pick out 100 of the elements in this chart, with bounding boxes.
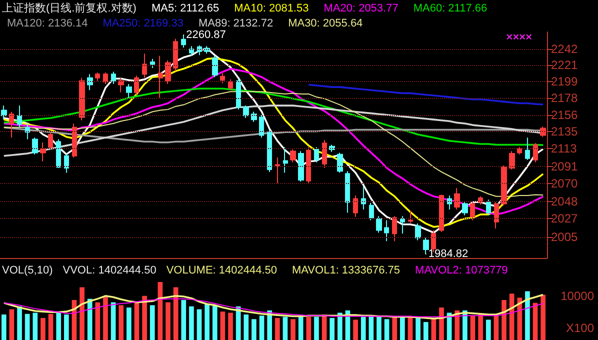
candlestick: [134, 75, 139, 96]
bar: [470, 316, 476, 340]
bar: [298, 316, 304, 340]
annotation: ××××: [506, 32, 532, 44]
text: MAVOL2: 1073779: [415, 264, 508, 276]
candlestick: [236, 78, 241, 110]
bar: [228, 312, 233, 340]
candlestick: [369, 202, 374, 221]
candlestick: [25, 122, 30, 140]
bar: [376, 316, 382, 340]
text: MA250: 2169.33: [102, 18, 184, 30]
candlestick: [470, 202, 475, 221]
candlestick: [111, 71, 116, 84]
candlestick: [439, 194, 444, 232]
annotation: 2260.87: [186, 29, 226, 42]
bar: [166, 302, 170, 340]
candlestick: [158, 55, 163, 98]
bar: [56, 312, 62, 340]
bar: [64, 314, 69, 340]
candlestick: [462, 202, 468, 216]
text: 10000: [560, 289, 594, 303]
text: VOLUME: 1402444.50: [166, 264, 278, 276]
bar: [259, 316, 264, 340]
candlestick: [345, 170, 350, 214]
candlestick: [447, 195, 452, 210]
candlestick: [533, 142, 538, 163]
line-series: [308, 84, 544, 106]
candlestick: [103, 72, 108, 84]
y-tick-label: 2048: [551, 194, 578, 208]
candlestick: [87, 74, 93, 91]
candlestick: [314, 146, 319, 163]
chart-subtitle: VVOL: 1402444.50: [62, 264, 156, 276]
candlestick: [486, 199, 491, 216]
candlestick: [509, 150, 515, 170]
bar: [306, 316, 312, 340]
candlestick: [275, 157, 280, 184]
candlestick: [392, 216, 397, 242]
annotation: 1984.82: [428, 248, 468, 260]
bar: [150, 305, 155, 340]
candlestick: [298, 150, 304, 182]
bar: [103, 296, 108, 340]
candlestick: [95, 72, 100, 82]
candlestick: [79, 77, 85, 121]
bar: [236, 306, 241, 340]
bar: [282, 316, 288, 340]
bar: [134, 302, 140, 340]
candlestick: [17, 105, 22, 128]
candlestick: [32, 137, 38, 155]
candlestick: [243, 105, 249, 119]
bar: [400, 316, 405, 340]
bar: [290, 319, 296, 340]
bar: [244, 314, 249, 340]
candlestick: [48, 132, 53, 150]
y-tick-label: 2113: [551, 142, 578, 156]
text: MA10: 2081.53: [234, 2, 309, 14]
y-tick-label: 2135: [551, 124, 578, 138]
text: MA60: 2117.66: [413, 2, 488, 14]
bar: [517, 298, 522, 340]
bar: [212, 305, 218, 340]
text: MAVOL1: 1333676.75: [292, 264, 400, 276]
bar: [252, 319, 256, 340]
bar: [181, 300, 186, 340]
candlestick: [72, 122, 77, 158]
bar: [509, 294, 514, 340]
candlestick: [173, 38, 178, 72]
text: MA20: 2053.77: [324, 2, 398, 14]
bar: [360, 316, 366, 340]
line-series: [3, 88, 544, 146]
candlestick: [329, 144, 335, 152]
bar: [24, 314, 30, 340]
y-tick-label: 2221: [551, 58, 578, 72]
candlestick: [259, 114, 264, 138]
text: MA120: 2136.14: [7, 18, 88, 30]
bar: [95, 302, 100, 340]
bar: [1, 314, 6, 340]
candlestick: [290, 149, 296, 163]
candlestick: [501, 165, 507, 206]
bar: [502, 300, 506, 340]
bar: [338, 312, 342, 340]
bar: [423, 322, 428, 340]
bar: [220, 312, 226, 340]
candlestick: [212, 55, 218, 78]
bar: [204, 304, 210, 340]
y-tick-label: 2005: [551, 230, 578, 244]
y-tick-label: 2242: [551, 42, 578, 56]
bar: [330, 318, 335, 340]
candlestick: [150, 58, 155, 68]
bar: [416, 318, 420, 340]
candlestick: [322, 140, 327, 168]
candlestick: [142, 53, 147, 78]
chart-title: 上证指数(日线.前复权.对数): [2, 2, 136, 14]
bar: [274, 318, 280, 340]
candlestick: [197, 44, 202, 56]
candlestick: [126, 83, 132, 98]
candlestick: [189, 46, 194, 56]
bar: [525, 291, 530, 340]
bar: [478, 314, 483, 340]
candlestick: [56, 138, 61, 168]
candlestick: [337, 152, 343, 174]
candlestick: [165, 60, 171, 84]
